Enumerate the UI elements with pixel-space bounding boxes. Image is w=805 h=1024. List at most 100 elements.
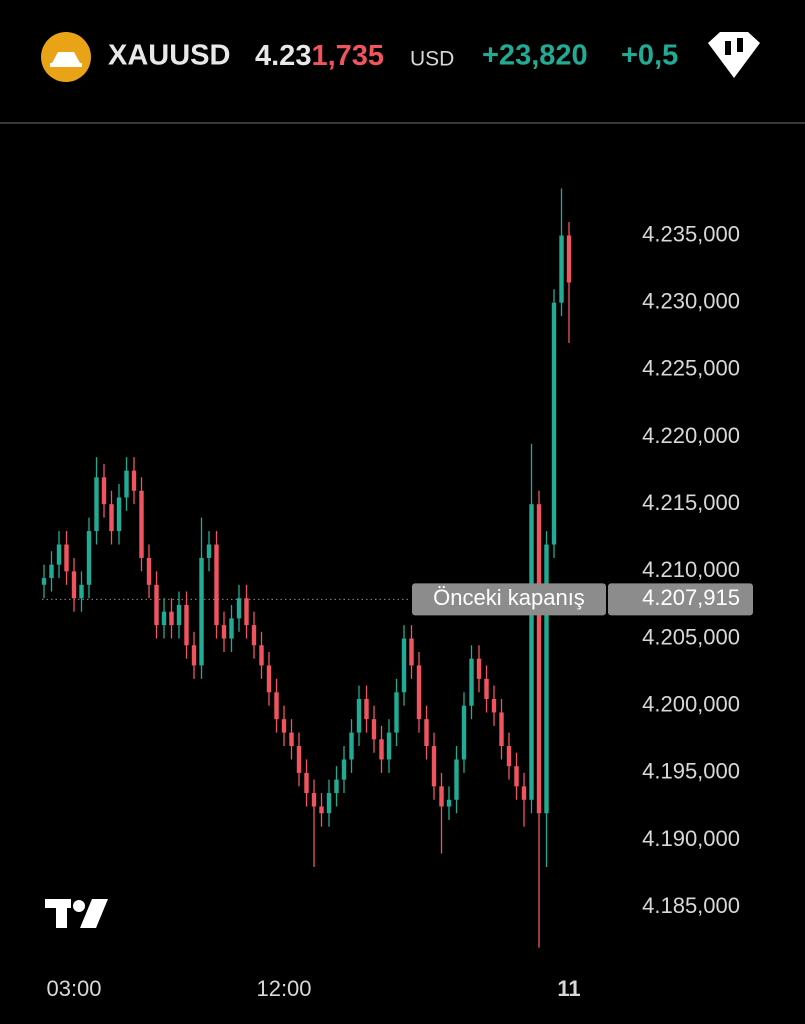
price: 4.231,735 [255,40,384,72]
x-tick-label: 12:00 [256,976,311,1001]
candle-body [169,611,174,626]
candle-body [454,759,459,800]
change: +23,820 [482,40,588,72]
y-tick-label: 4.215,000 [642,490,740,515]
candle-body [401,638,407,693]
y-tick-label: 4.235,000 [642,221,740,246]
candle-body [439,786,444,807]
candle-body [364,699,369,720]
y-tick-label: 4.195,000 [642,759,740,784]
candle-body [274,692,279,720]
x-tick-label: 03:00 [46,976,101,1001]
plot: 4.185,000 4.190,000 4.195,000 4.200,000 4.20… [41,188,753,1001]
change-percent: +0,5 [621,40,678,72]
price-tail: 1,735 [311,40,384,72]
candle-body [334,779,339,794]
candle-body [484,678,489,700]
candle-body [154,584,159,626]
candle-body [514,766,519,787]
candle-body [199,557,204,666]
candle-body [41,578,47,585]
candle-body [289,732,294,747]
candle-body [266,665,272,693]
candle-body [311,793,317,807]
logo-part [73,900,85,912]
candle-body [491,699,497,713]
candle-body [476,658,482,679]
gold-bar-base [50,63,82,67]
candle-body [116,497,122,532]
diamond-icon [708,32,760,78]
candle-body [131,470,137,491]
candle-body [559,235,564,303]
candle-body [446,799,452,807]
y-tick-label: 4.230,000 [642,288,740,313]
logo-part [80,899,108,928]
icon-candle [737,38,743,52]
candle-body [341,759,347,780]
candle-body [139,490,144,558]
candle-body [251,625,257,646]
candle-body [326,793,332,814]
candle-body [229,618,234,639]
y-tick-label: 4.210,000 [642,557,740,582]
candle-body [244,598,249,626]
candle-body [356,699,362,733]
candle-body [176,604,182,626]
tradingview-logo [45,899,108,928]
candle-body [521,786,527,800]
candle-body [206,544,212,558]
icon-candle [725,41,731,55]
candle-body [56,544,62,565]
candle-body [191,645,197,666]
previous-close-value-box [608,583,753,616]
y-tick-label: 4.205,000 [642,624,740,649]
candle-body [94,477,99,532]
candle-body [409,638,414,666]
candle-body [86,531,92,585]
gold-bar [52,52,80,63]
candle-body [469,658,474,706]
symbol-icon[interactable] [41,32,91,82]
candle-body [544,544,549,814]
y-tick-label: 4.200,000 [642,692,740,717]
previous-close-value: 4.207,915 [642,585,740,610]
candle-body [221,625,227,639]
candle-body [71,571,77,599]
candle-body [281,719,287,733]
candle-body [304,772,309,794]
candle-body [146,557,152,585]
candle-body [506,746,512,767]
y-tick-label: 4.225,000 [642,356,740,381]
candle-body [236,598,242,619]
candle-body [379,739,384,760]
candle-body [416,665,422,720]
candle-body [109,504,114,532]
candle-body [161,611,167,626]
candle-body [49,564,54,579]
y-tick-label: 4.185,000 [642,893,740,918]
candle-body [214,544,219,626]
candles-button[interactable] [708,32,760,78]
currency: USD [410,48,454,71]
candle-body [371,719,377,740]
candle-body [79,584,84,599]
price-head: 4.23 [255,40,311,72]
candle-body [551,302,557,545]
candle-body [499,712,504,747]
previous-close-label-box [412,583,606,616]
candle-body [566,235,572,283]
candle-body [386,732,392,760]
y-tick-label: 4.190,000 [642,826,740,851]
candle-body [296,746,302,773]
candle-body [101,477,107,505]
x-tick-label: 11 [557,976,580,1001]
previous-close-label: Önceki kapanış [433,585,585,610]
candle-body [319,806,324,814]
candle-body [124,470,129,498]
candle-body [461,705,467,760]
candle-body [184,604,189,646]
candle-body [349,732,354,760]
